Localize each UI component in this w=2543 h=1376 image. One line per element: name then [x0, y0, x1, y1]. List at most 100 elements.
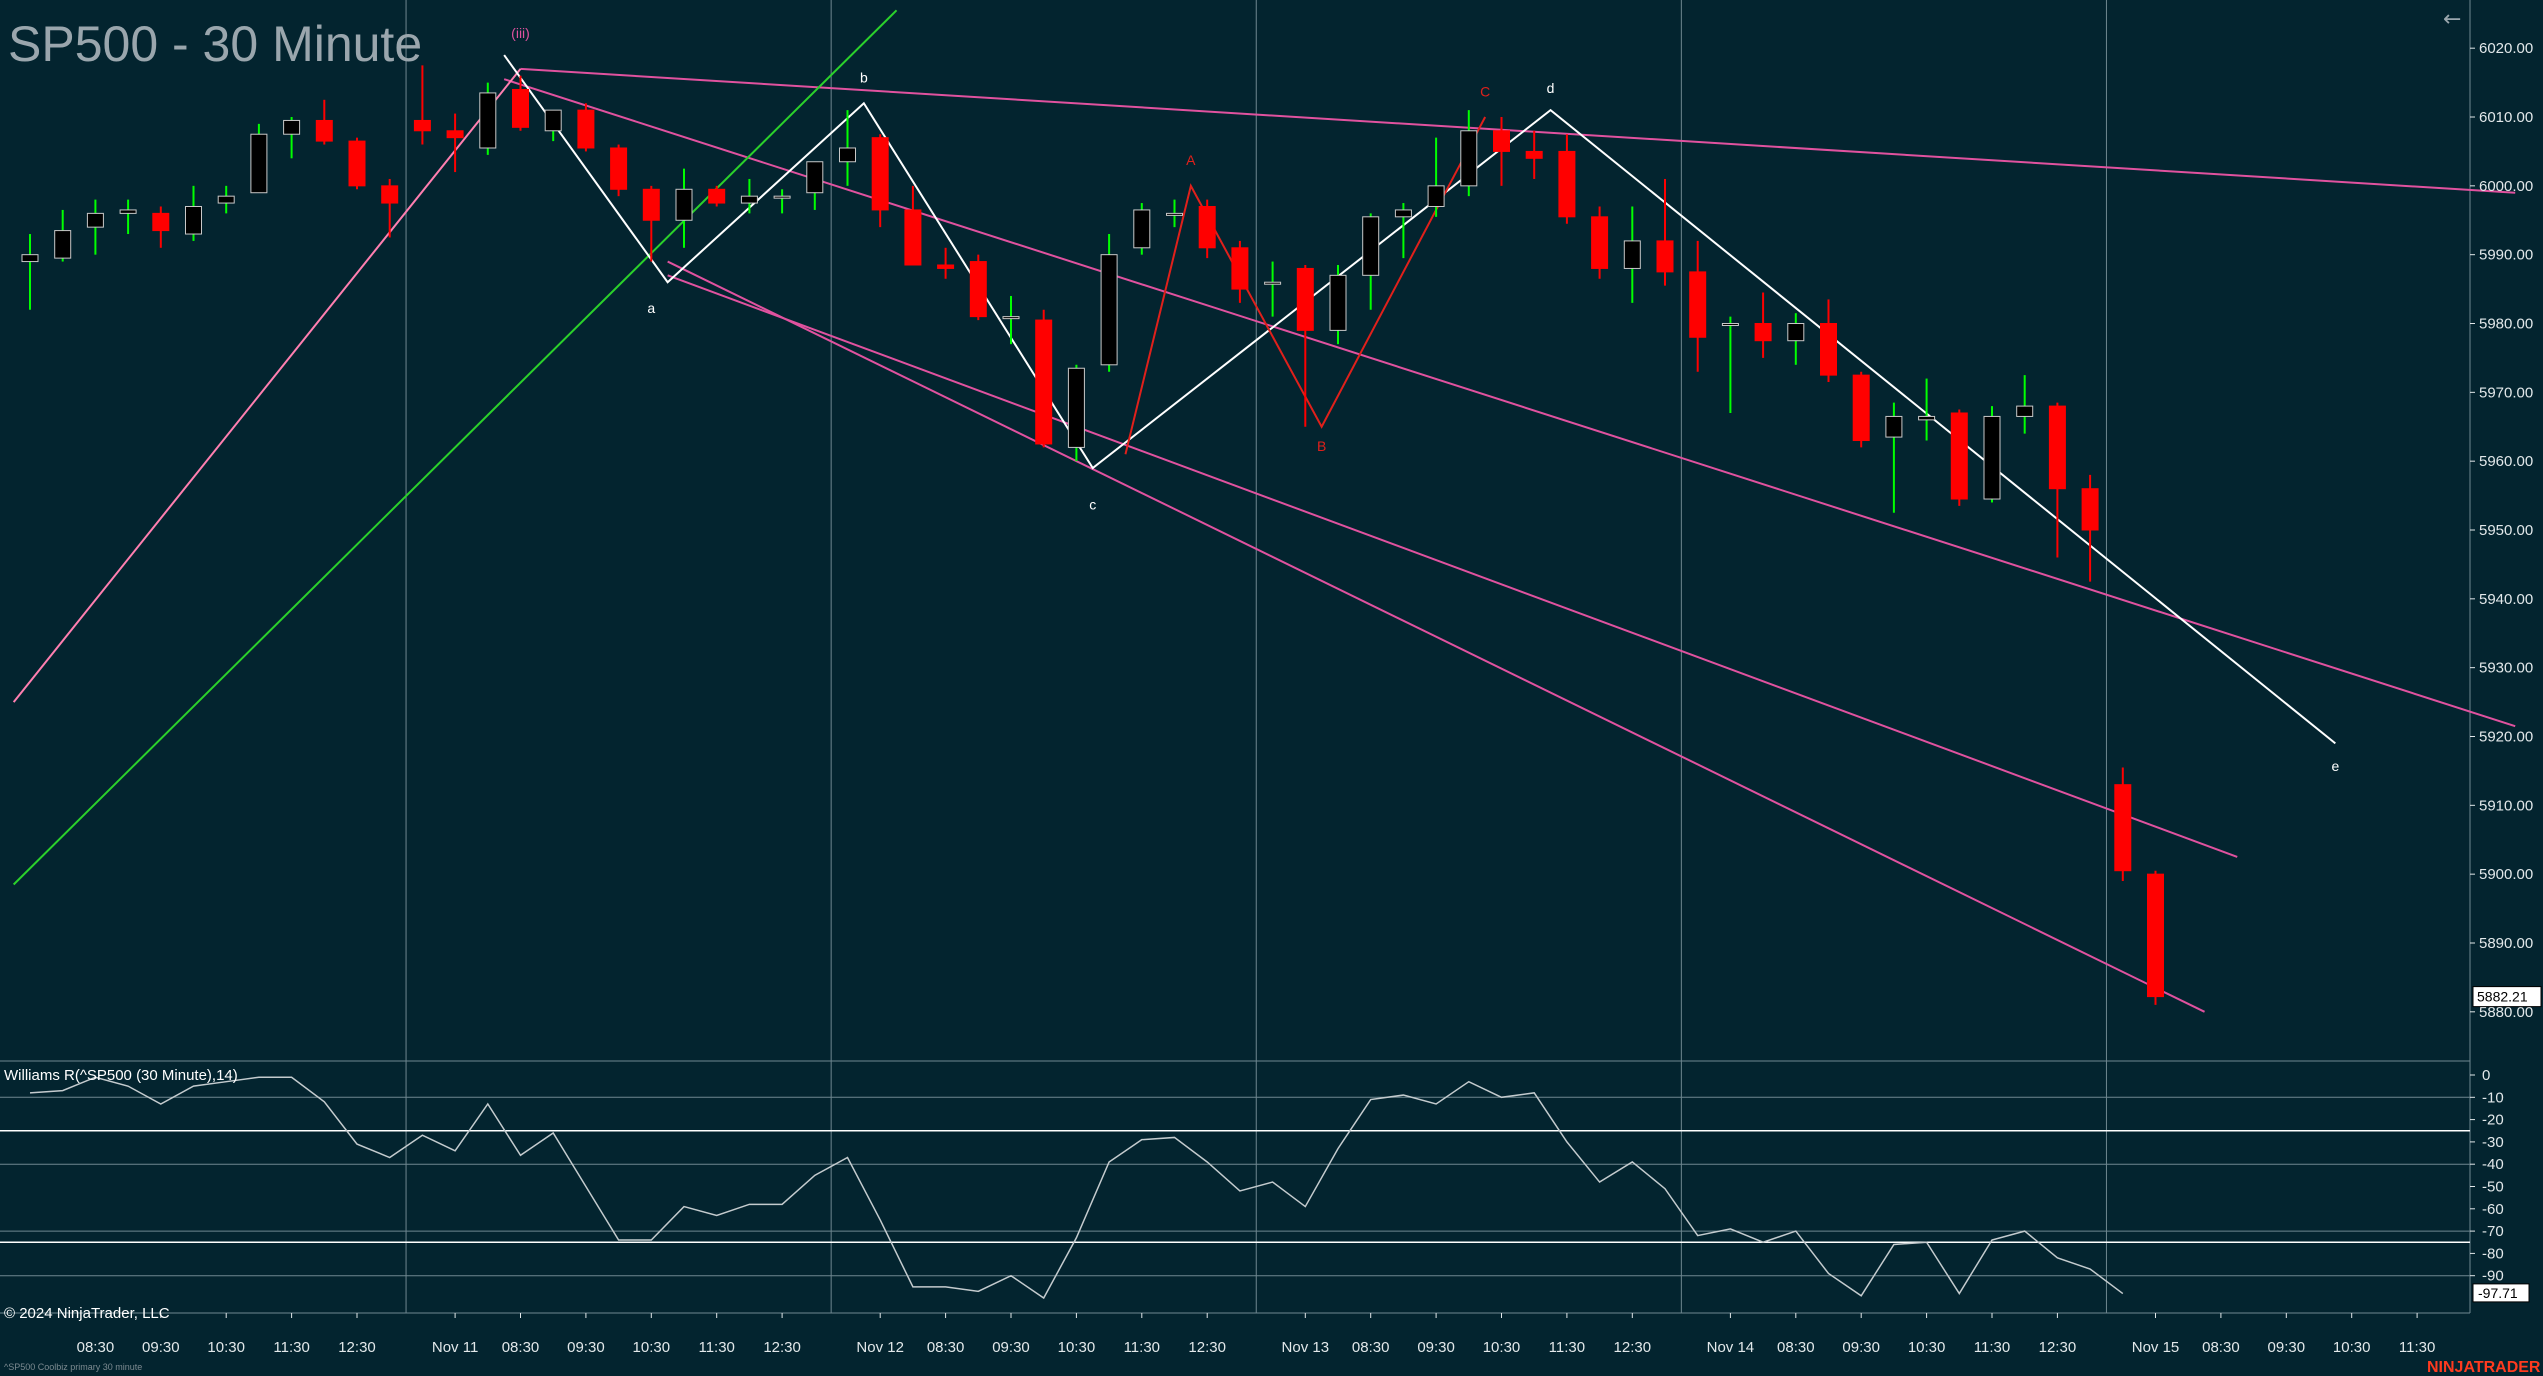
williams-r-panel[interactable]: 0 -10 -20 -30 -40 -50 -60 -70 -80 -90-97.71 [0, 1067, 2530, 1303]
price-tick-label: 6010.00 [2479, 109, 2533, 126]
time-tick-label: 12:30 [338, 1339, 376, 1356]
candle-body [512, 88, 529, 128]
footnote-text: ^SP500 Coolbiz primary 30 minute [4, 1362, 142, 1372]
time-tick-label: 12:30 [1188, 1339, 1226, 1356]
candle-body [969, 261, 987, 318]
price-tick-label: 5940.00 [2479, 591, 2533, 608]
wave-label: b [860, 70, 868, 86]
time-tick-label: 10:30 [1908, 1339, 1946, 1356]
candle-body [250, 133, 268, 194]
price-tick-label: 6000.00 [2479, 178, 2533, 195]
candle-body [1591, 216, 1609, 269]
williams-r-line [29, 1076, 2124, 1300]
candle-body [904, 209, 922, 266]
candle-body [1427, 185, 1445, 207]
time-tick-label: 08:30 [1777, 1339, 1815, 1356]
candle-body [2048, 405, 2066, 490]
channel-line [667, 274, 2238, 858]
candle-body [577, 109, 595, 149]
time-tick-label: 11:30 [2399, 1339, 2435, 1356]
candle-body [1525, 150, 1543, 159]
wave-label: d [1547, 80, 1555, 96]
price-tick-label: 5880.00 [2479, 1004, 2533, 1021]
arrow-left-icon[interactable]: ← [2443, 7, 2461, 32]
candle-body [315, 119, 333, 142]
candle-body [708, 188, 726, 204]
drawings-layer [12, 9, 2516, 1013]
candle-body [1558, 150, 1576, 218]
williams-tick-label: -60 [2482, 1201, 2504, 1218]
time-tick-label: 08:30 [1352, 1339, 1390, 1356]
axes-layer: 6020.00 6010.00 6000.00 5990.00 5980.00 5970.… [77, 40, 2542, 1356]
candle-body [1264, 281, 1282, 285]
time-tick-label: 09:30 [1842, 1339, 1880, 1356]
price-tick-label: 5930.00 [2479, 660, 2533, 677]
wave-label: A [1186, 152, 1196, 168]
brand-logo: NINJATRADER [2427, 1359, 2541, 1376]
candle-body [86, 212, 104, 228]
time-tick-label: 10:30 [2333, 1339, 2371, 1356]
williams-tick-label: -30 [2482, 1134, 2504, 1151]
candle-body [1166, 212, 1183, 216]
williams-last-value: -97.71 [2478, 1285, 2518, 1301]
price-tick-label: 5890.00 [2479, 935, 2533, 952]
wave-label: (iii) [511, 25, 530, 41]
candle-body [937, 264, 955, 269]
time-tick-label: 09:30 [992, 1339, 1030, 1356]
candle-body [1198, 205, 1216, 249]
price-tick-label: 5990.00 [2479, 247, 2533, 264]
candle-body [152, 212, 170, 232]
time-tick-label: Nov 12 [856, 1339, 904, 1356]
candle-body [871, 137, 889, 211]
candle-body [642, 188, 660, 221]
time-tick-label: 10:30 [1058, 1339, 1096, 1356]
wave-label: B [1317, 438, 1326, 454]
candle-body [2081, 488, 2099, 531]
wave-label: c [1089, 496, 1096, 512]
time-tick-label: Nov 14 [1707, 1339, 1755, 1356]
candle-body [1460, 130, 1478, 187]
candle-body [283, 119, 301, 135]
time-tick-label: 08:30 [2202, 1339, 2240, 1356]
time-tick-label: 12:30 [2039, 1339, 2077, 1356]
price-tick-label: 5910.00 [2479, 797, 2533, 814]
time-tick-label: Nov 11 [432, 1339, 478, 1356]
candle-body [1820, 323, 1837, 376]
williams-tick-label: -90 [2482, 1268, 2504, 1285]
wave-label: C [1480, 83, 1490, 99]
candle-body [610, 147, 628, 190]
candle-body [1035, 319, 1053, 445]
time-tick-label: 12:30 [763, 1339, 801, 1356]
wave-label: a [647, 300, 655, 316]
candle-body [1885, 415, 1903, 438]
candle-body [1329, 274, 1347, 331]
time-tick-label: 09:30 [2268, 1339, 2306, 1356]
williams-tick-label: -50 [2482, 1179, 2504, 1196]
candles-layer[interactable] [21, 65, 2164, 1005]
time-tick-label: 10:30 [207, 1339, 245, 1356]
candle-body [381, 185, 399, 204]
candle-body [119, 209, 137, 214]
channel-line [12, 9, 898, 886]
price-tick-label: 5970.00 [2479, 384, 2533, 401]
time-tick-label: 08:30 [502, 1339, 540, 1356]
wave-labels-layer: (iii) a b c A B C d e [511, 25, 2339, 774]
time-tick-label: 11:30 [1549, 1339, 1585, 1356]
candle-body [1689, 271, 1707, 338]
last-price-badge [2472, 986, 2542, 1008]
candle-body [806, 161, 824, 194]
candle-body [21, 254, 39, 263]
candle-body [1100, 254, 1118, 366]
time-tick-label: Nov 13 [1282, 1339, 1330, 1356]
time-tick-label: 09:30 [142, 1339, 180, 1356]
channel-line [12, 68, 522, 703]
candle-body [2114, 784, 2132, 872]
time-tick-label: 11:30 [273, 1339, 309, 1356]
candle-body [1656, 240, 1674, 273]
candle-body [1950, 412, 1968, 500]
candle-body [217, 195, 235, 204]
candle-body [1296, 267, 1314, 331]
copyright-text: © 2024 NinjaTrader, LLC [4, 1305, 170, 1322]
time-tick-label: 11:30 [698, 1339, 734, 1356]
